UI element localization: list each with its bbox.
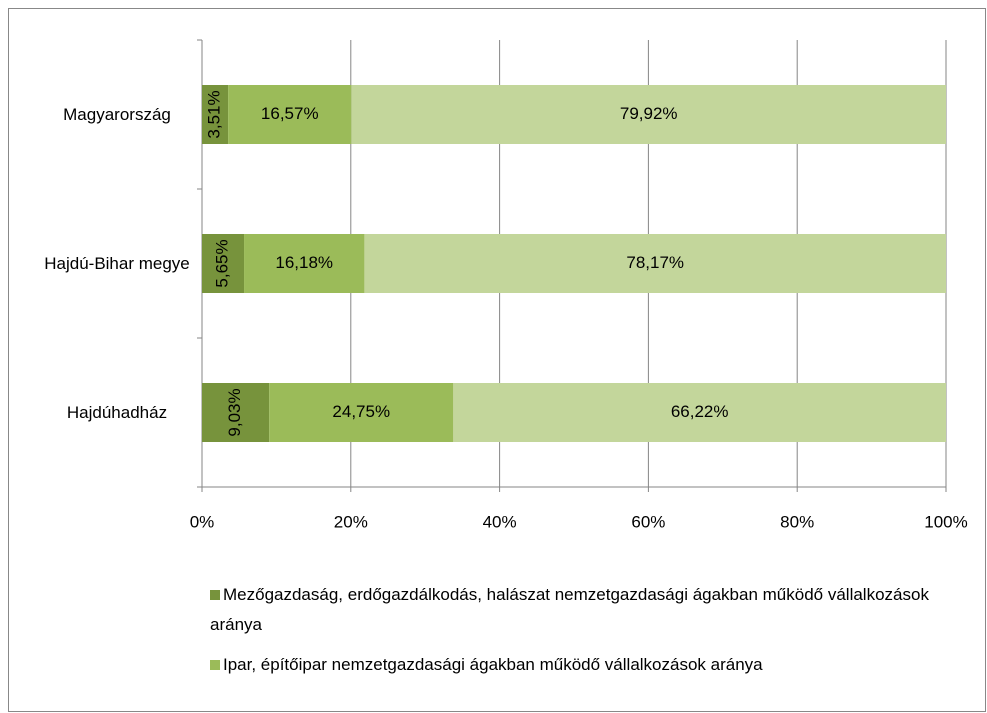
data-label: 24,75%	[332, 402, 390, 421]
x-tick-label: 0%	[190, 512, 215, 531]
x-tick-label: 40%	[483, 512, 517, 531]
data-label: 16,18%	[275, 253, 333, 272]
legend-swatch	[210, 590, 220, 600]
bar-segment	[244, 234, 365, 293]
bar-segment	[202, 383, 270, 442]
x-tick-label: 100%	[924, 512, 967, 531]
x-tick-label: 80%	[780, 512, 814, 531]
bar-segment	[202, 85, 229, 144]
legend-label: Ipar, építőipar nemzetgazdasági ágakban …	[223, 655, 763, 674]
bar-segment	[202, 234, 245, 293]
y-tick-label: Magyarország	[63, 105, 171, 124]
data-label: 3,51%	[205, 90, 224, 138]
bar-segment	[364, 234, 947, 293]
legend-entry: Mezőgazdaság, erdőgazdálkodás, halászat …	[210, 580, 980, 640]
y-tick-label: Hajdúhadház	[66, 403, 168, 422]
bar-segment	[228, 85, 352, 144]
x-tick-label: 20%	[334, 512, 368, 531]
bar-segment	[351, 85, 946, 144]
data-label: 78,17%	[626, 253, 684, 272]
chart-border	[8, 8, 986, 712]
legend-entry: Ipar, építőipar nemzetgazdasági ágakban …	[210, 650, 980, 680]
data-label: 16,57%	[261, 104, 319, 123]
data-label: 79,92%	[620, 104, 678, 123]
x-tick-label: 60%	[631, 512, 665, 531]
bar-segment	[269, 383, 454, 442]
bar-segment	[453, 383, 946, 442]
y-tick-label: Hajdú-Bihar megye	[44, 254, 190, 273]
data-label: 5,65%	[213, 239, 232, 287]
data-label: 9,03%	[225, 388, 244, 436]
data-label: 66,22%	[671, 402, 729, 421]
legend-swatch	[210, 660, 220, 670]
legend-label: Mezőgazdaság, erdőgazdálkodás, halászat …	[210, 585, 929, 634]
